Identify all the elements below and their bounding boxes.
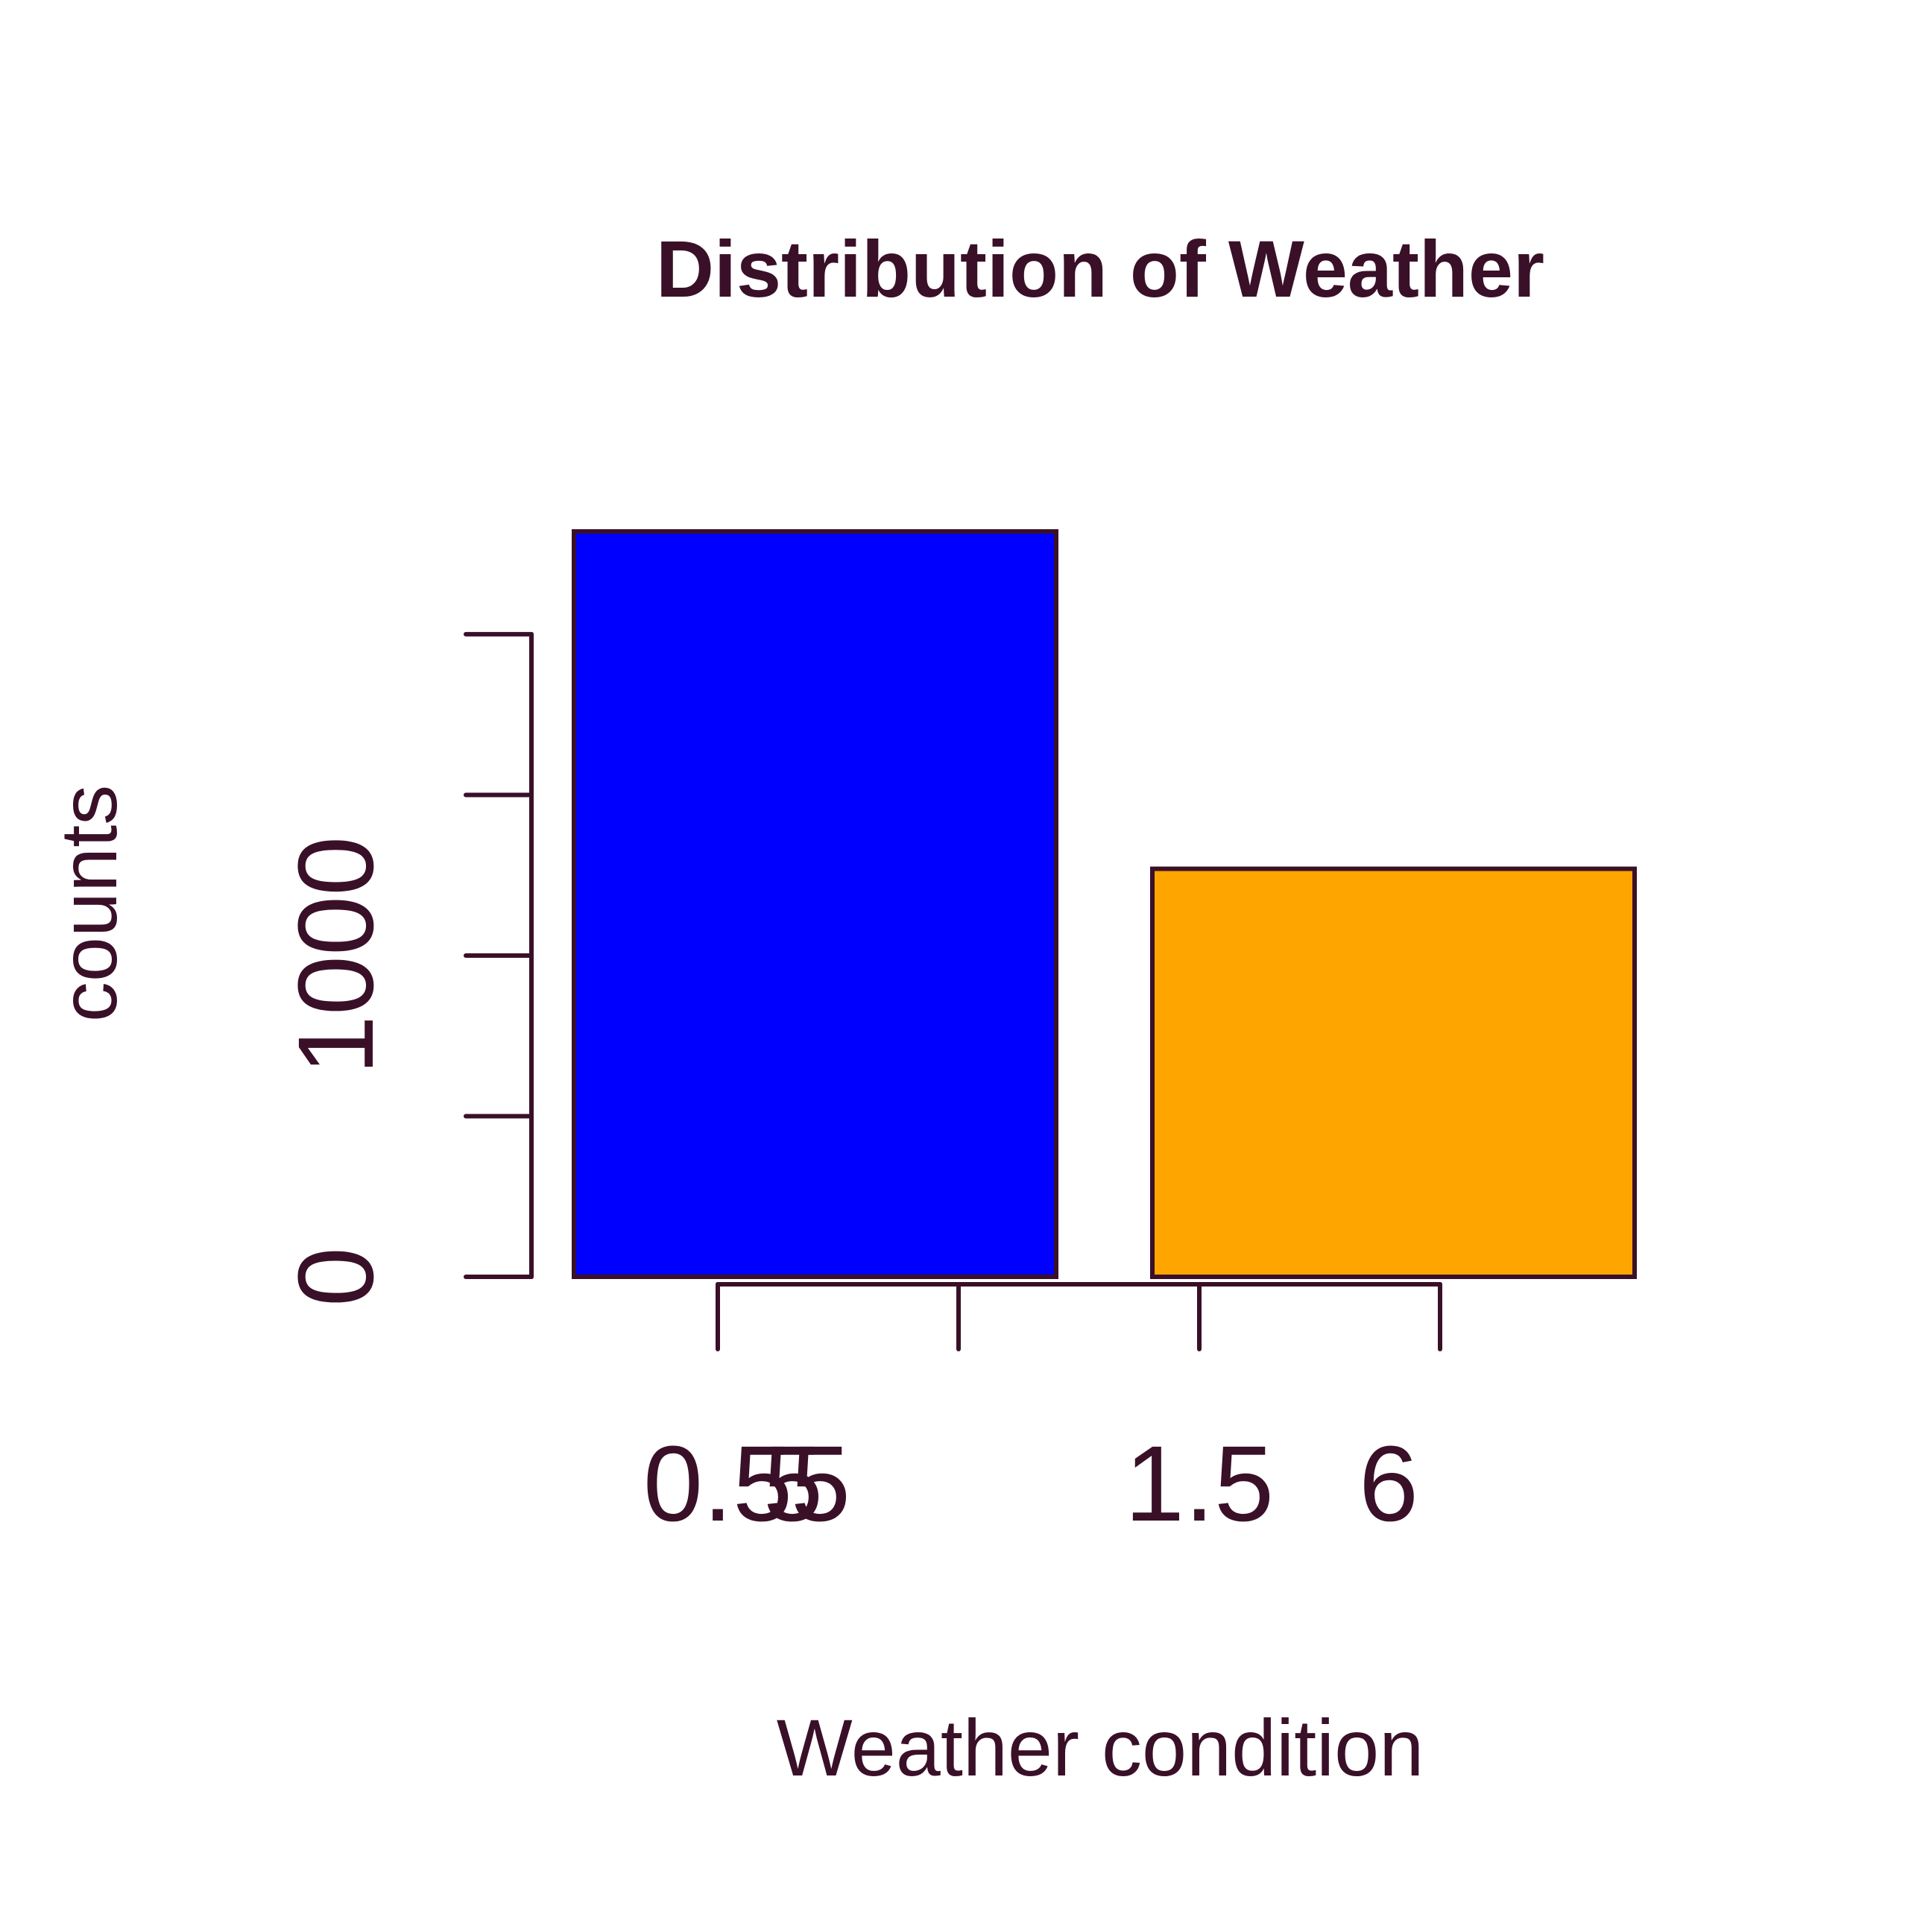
- x-tick-label: 1.5: [1125, 1424, 1274, 1544]
- y-tick-label: 0: [276, 1247, 396, 1307]
- x-axis: 0.55 1.5 6 5: [643, 1282, 1442, 1544]
- bars-group: [572, 529, 1637, 1279]
- y-axis: 0 1000: [276, 631, 534, 1307]
- x-tick-label: 6: [1359, 1424, 1418, 1544]
- bar-2: [1150, 866, 1637, 1279]
- x-tick-label: 0.5: [643, 1424, 792, 1544]
- bar-1: [572, 529, 1058, 1279]
- y-axis-label: counts: [43, 785, 133, 1022]
- chart-title: Distribution of Weather: [656, 224, 1544, 314]
- x-tick-label-overlap: 5: [791, 1424, 850, 1544]
- x-tick-label: 5: [763, 1424, 823, 1544]
- x-axis-label: Weather condition: [777, 1702, 1424, 1793]
- y-tick-label: 1000: [276, 836, 396, 1075]
